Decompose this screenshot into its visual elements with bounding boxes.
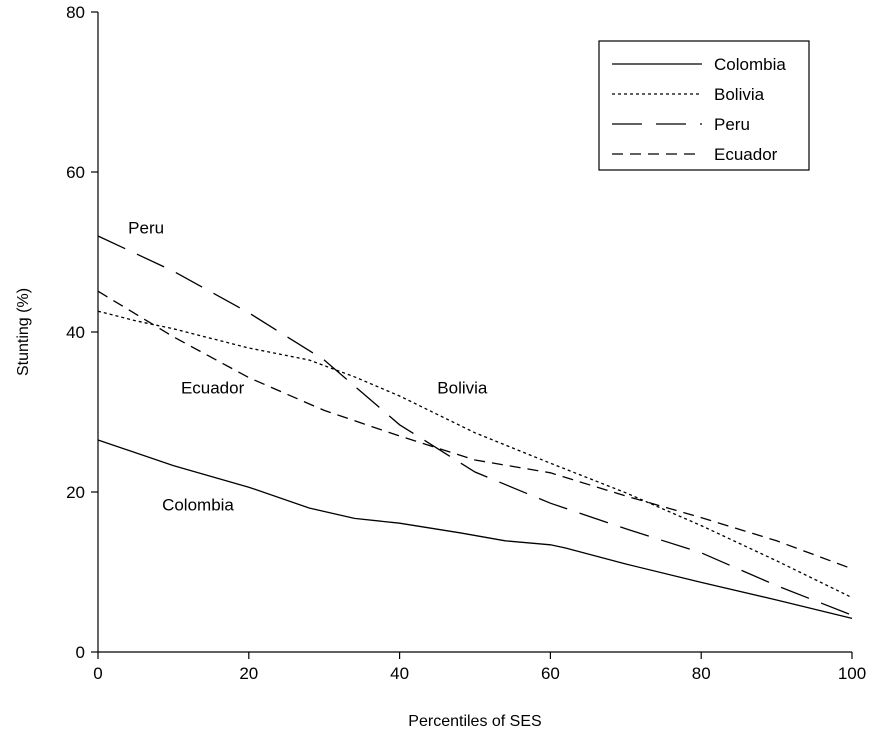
- y-tick-label: 40: [66, 323, 85, 342]
- annotations: Peru Ecuador Bolivia Colombia: [128, 219, 488, 515]
- series-line-bolivia: [97, 310, 853, 599]
- legend-label-colombia: Colombia: [714, 55, 786, 74]
- legend-box: [598, 40, 810, 171]
- x-tick-label: 60: [541, 664, 560, 683]
- axes: 0 20 40 60 80 100 0 20 40 60 80: [66, 3, 866, 683]
- annotation-ecuador: Ecuador: [181, 379, 245, 398]
- y-tick-label: 60: [66, 163, 85, 182]
- series-line-colombia: [97, 439, 853, 620]
- legend-label-peru: Peru: [714, 115, 750, 134]
- x-tick-label: 20: [239, 664, 258, 683]
- x-tick-label: 40: [390, 664, 409, 683]
- x-tick-label: 80: [692, 664, 711, 683]
- x-tick-label: 0: [93, 664, 102, 683]
- y-tick-label: 0: [76, 643, 85, 662]
- legend: Colombia Bolivia Peru Ecuador: [598, 40, 810, 171]
- x-tick-label: 100: [838, 664, 866, 683]
- y-axis-title: Stunting (%): [15, 288, 32, 376]
- annotation-bolivia: Bolivia: [437, 379, 488, 398]
- x-axis-title: Percentiles of SES: [408, 713, 541, 730]
- series-line-ecuador: [97, 290, 853, 570]
- series-line-peru: [97, 235, 853, 616]
- annotation-colombia: Colombia: [162, 495, 234, 514]
- legend-label-ecuador: Ecuador: [714, 145, 778, 164]
- series-layer: [97, 235, 853, 620]
- y-tick-label: 20: [66, 483, 85, 502]
- legend-label-bolivia: Bolivia: [714, 85, 765, 104]
- annotation-peru: Peru: [128, 219, 164, 238]
- y-tick-label: 80: [66, 3, 85, 22]
